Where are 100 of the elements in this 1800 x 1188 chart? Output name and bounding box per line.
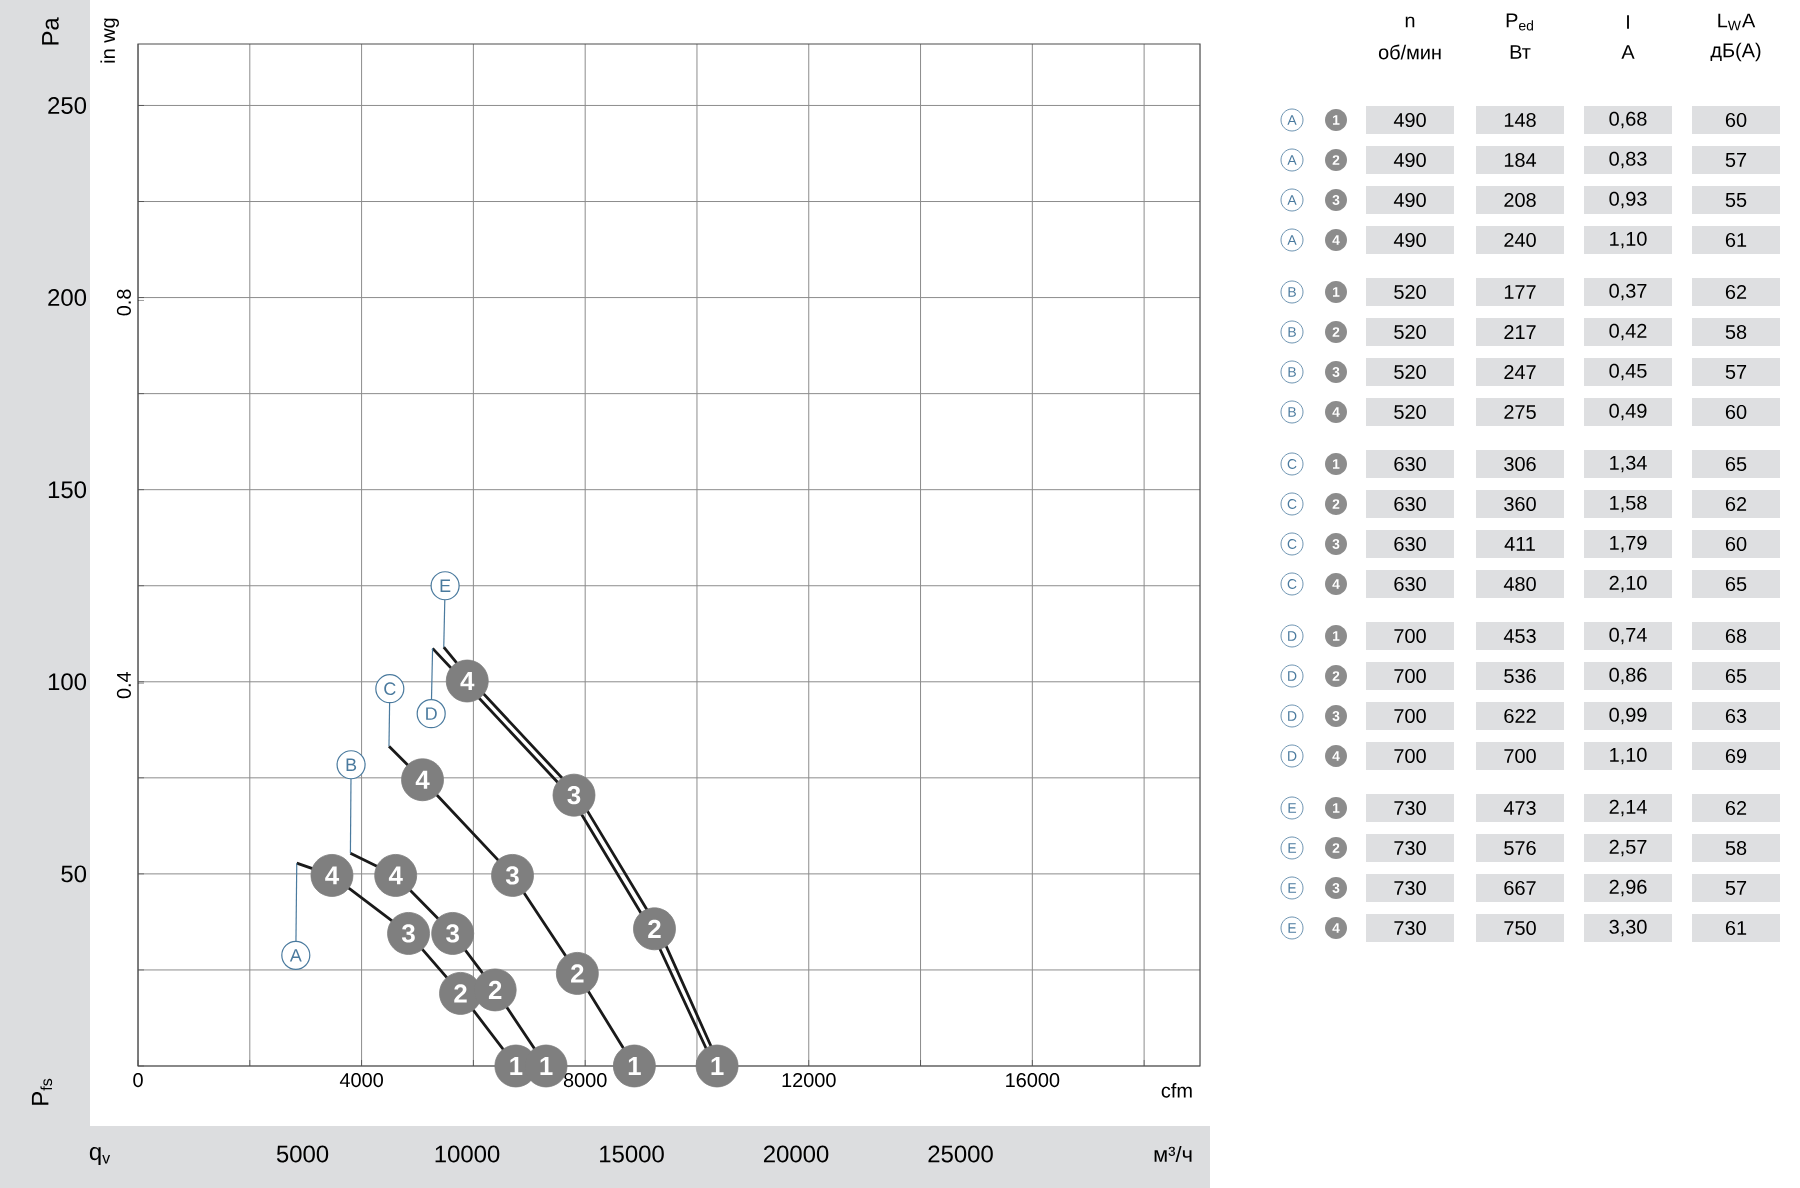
text: 0,99	[1609, 707, 1647, 725]
x-tick-label: 8000	[563, 1073, 607, 1088]
x2-tick-label: 25000	[928, 1145, 993, 1163]
text: об/мин	[1378, 44, 1441, 60]
text: 360	[1504, 496, 1536, 512]
text: 55	[1725, 193, 1747, 207]
text: 60	[1725, 536, 1747, 552]
text: 730	[1394, 920, 1426, 936]
annotation: 3	[446, 924, 459, 943]
text: 750	[1504, 920, 1536, 936]
text: 490	[1393, 232, 1426, 248]
text: 61	[1725, 232, 1747, 248]
text: P$_{fs}$	[31, 1078, 53, 1105]
y-tick-label: 100	[48, 673, 87, 691]
text: 148	[1504, 112, 1536, 128]
annotation: 1	[510, 1057, 523, 1075]
y-tick-label: 200	[48, 289, 87, 307]
text: 700	[1394, 628, 1426, 644]
text: 275	[1504, 404, 1536, 420]
text: 473	[1503, 800, 1536, 816]
text: L$_{W}$A	[1718, 13, 1756, 31]
y-axis-title: Pa	[42, 17, 59, 45]
text: 63	[1725, 708, 1747, 724]
text: 57	[1725, 881, 1747, 895]
annotation: 4	[325, 866, 340, 885]
y2-tick-label: 0.8	[116, 289, 131, 316]
x2-axis-title: м³/ч	[1154, 1145, 1192, 1163]
text: 65	[1725, 668, 1747, 684]
y-tick-label: 50	[61, 865, 87, 883]
text: 536	[1504, 668, 1536, 684]
text: 0,49	[1609, 403, 1647, 421]
text: 69	[1725, 748, 1747, 764]
text: 306	[1504, 456, 1536, 472]
text: 490	[1393, 192, 1426, 208]
text: 61	[1725, 920, 1747, 936]
annotation: 1	[540, 1057, 553, 1075]
x-tick-label: 16000	[1006, 1073, 1060, 1088]
x-tick-label: 12000	[782, 1073, 836, 1088]
text: 1,34	[1610, 455, 1647, 473]
text: P$_{ed}$	[1506, 13, 1533, 31]
text: 622	[1504, 708, 1536, 724]
text: 65	[1725, 576, 1747, 592]
text: 0,83	[1609, 151, 1647, 169]
text: 184	[1504, 152, 1537, 168]
text: 247	[1504, 365, 1536, 379]
text: дБ(A)	[1710, 42, 1761, 62]
text: 240	[1504, 232, 1536, 248]
annotation: 2	[488, 980, 502, 999]
text: C	[384, 682, 396, 696]
text: B	[346, 758, 357, 771]
x-tick-label: 4000	[339, 1073, 383, 1088]
text: 2,14	[1609, 799, 1647, 817]
text: 217	[1504, 325, 1536, 339]
x2-tick-label: 15000	[600, 1145, 664, 1163]
text: 630	[1394, 496, 1426, 512]
x-tick-label: 0	[133, 1073, 143, 1088]
x2-tick-label: 10000	[435, 1145, 500, 1163]
text: 58	[1725, 840, 1747, 856]
text: 2,96	[1609, 879, 1647, 897]
text: 520	[1394, 324, 1426, 340]
text: 700	[1394, 668, 1426, 684]
text: 700	[1394, 708, 1426, 724]
text: 65	[1725, 456, 1747, 472]
text: 2,57	[1609, 839, 1647, 857]
text: 0,68	[1609, 111, 1647, 129]
text: I	[1627, 15, 1629, 29]
text: 630	[1394, 576, 1426, 592]
text: 1,58	[1610, 495, 1647, 513]
annotation: 2	[571, 964, 584, 983]
annotation: 3	[567, 785, 581, 805]
annotation: 4	[415, 770, 430, 789]
text: 490	[1393, 112, 1426, 128]
text: 667	[1504, 880, 1536, 896]
text: 0,45	[1609, 363, 1647, 381]
x2-tick-label: 20000	[763, 1145, 829, 1163]
y2-axis-title: in wg	[100, 18, 119, 63]
text: 57	[1725, 153, 1747, 167]
text: 520	[1394, 364, 1426, 380]
text: 0,74	[1609, 627, 1647, 645]
annotation: 3	[401, 924, 415, 943]
text: 730	[1394, 800, 1426, 816]
annotation: 4	[388, 866, 403, 885]
text: 60	[1725, 112, 1747, 128]
text: 0,86	[1609, 667, 1647, 685]
x-axis-title: cfm	[1161, 1083, 1192, 1098]
annotation: 2	[648, 919, 661, 938]
y2-tick-label: 0.4	[116, 671, 131, 699]
text: 57	[1725, 365, 1747, 379]
text: 1,79	[1610, 535, 1647, 553]
text: 480	[1503, 576, 1536, 592]
text: 630	[1394, 536, 1426, 552]
text: 1,10	[1610, 231, 1647, 249]
text: 520	[1394, 284, 1426, 300]
text: Вт	[1510, 45, 1531, 59]
text: E	[440, 579, 451, 592]
text: 1,10	[1610, 747, 1647, 765]
y-tick-label: 150	[48, 481, 87, 499]
text: 62	[1725, 800, 1747, 816]
text: 0,93	[1609, 191, 1647, 209]
y-tick-label: 250	[48, 97, 87, 114]
